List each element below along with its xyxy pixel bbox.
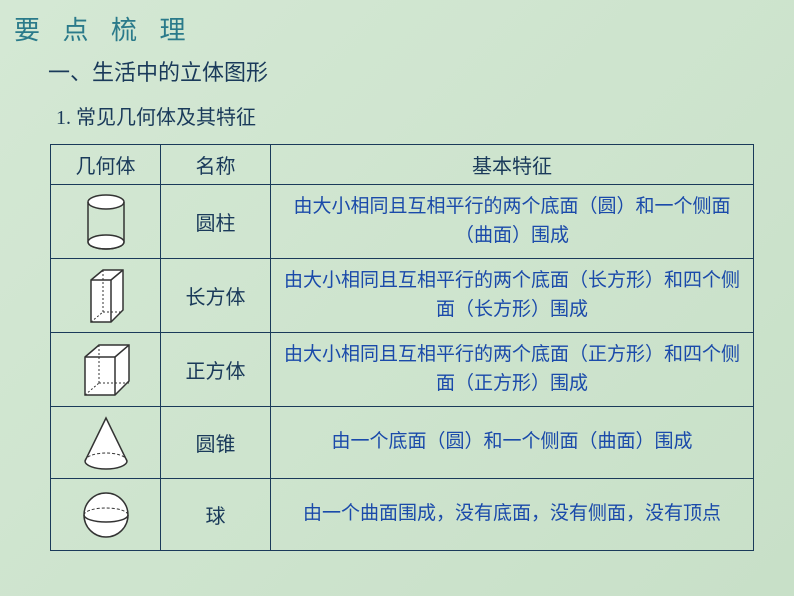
shapes-table: 几何体 名称 基本特征 圆柱 由大小相同且互相平行的 xyxy=(50,144,754,551)
desc-cuboid: 由大小相同且互相平行的两个底面（长方形）和四个侧面（长方形）围成 xyxy=(271,259,754,333)
header-name: 名称 xyxy=(161,145,271,185)
desc-cone: 由一个底面（圆）和一个侧面（曲面）围成 xyxy=(271,407,754,479)
desc-sphere: 由一个曲面围成，没有底面，没有侧面，没有顶点 xyxy=(271,479,754,551)
name-sphere: 球 xyxy=(161,479,271,551)
table-row: 正方体 由大小相同且互相平行的两个底面（正方形）和四个侧面（正方形）围成 xyxy=(51,333,754,407)
table-container: 几何体 名称 基本特征 圆柱 由大小相同且互相平行的 xyxy=(0,144,794,551)
header-shape: 几何体 xyxy=(51,145,161,185)
name-cylinder: 圆柱 xyxy=(161,185,271,259)
name-cuboid: 长方体 xyxy=(161,259,271,333)
shape-sphere xyxy=(51,479,161,551)
table-row: 球 由一个曲面围成，没有底面，没有侧面，没有顶点 xyxy=(51,479,754,551)
name-cube: 正方体 xyxy=(161,333,271,407)
cylinder-icon xyxy=(81,192,131,252)
table-row: 长方体 由大小相同且互相平行的两个底面（长方形）和四个侧面（长方形）围成 xyxy=(51,259,754,333)
shape-cube xyxy=(51,333,161,407)
shape-cone xyxy=(51,407,161,479)
desc-cube: 由大小相同且互相平行的两个底面（正方形）和四个侧面（正方形）围成 xyxy=(271,333,754,407)
section-title: 一、生活中的立体图形 xyxy=(0,47,794,87)
header-desc: 基本特征 xyxy=(271,145,754,185)
shape-cuboid xyxy=(51,259,161,333)
cone-icon xyxy=(79,413,133,473)
cuboid-icon xyxy=(81,265,131,327)
sphere-icon xyxy=(78,487,134,543)
cube-icon xyxy=(77,339,135,401)
table-header-row: 几何体 名称 基本特征 xyxy=(51,145,754,185)
subsection-title: 1. 常见几何体及其特征 xyxy=(0,87,794,144)
name-cone: 圆锥 xyxy=(161,407,271,479)
table-row: 圆柱 由大小相同且互相平行的两个底面（圆）和一个侧面（曲面）围成 xyxy=(51,185,754,259)
table-row: 圆锥 由一个底面（圆）和一个侧面（曲面）围成 xyxy=(51,407,754,479)
shape-cylinder xyxy=(51,185,161,259)
desc-cylinder: 由大小相同且互相平行的两个底面（圆）和一个侧面（曲面）围成 xyxy=(271,185,754,259)
page-title: 要 点 梳 理 xyxy=(0,0,794,47)
